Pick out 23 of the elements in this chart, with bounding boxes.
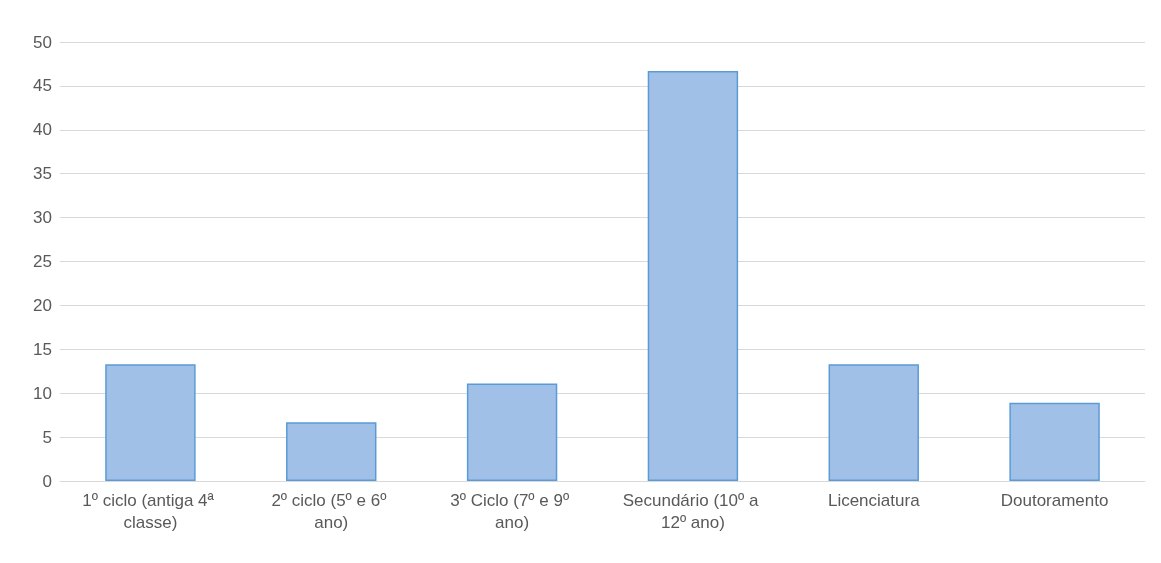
y-tick-label: 0 [42, 471, 52, 491]
x-tick-label: Doutoramento [1000, 490, 1109, 510]
y-tick-label: 50 [33, 32, 52, 52]
y-tick-label: 20 [33, 295, 52, 315]
y-tick-label: 40 [33, 120, 52, 140]
x-tick-label: Licenciatura [827, 490, 921, 510]
y-tick-label: 15 [33, 339, 52, 359]
bar [647, 70, 739, 481]
x-tick-label: 1º ciclo (antiga 4ª classe) [82, 490, 219, 532]
bar [105, 364, 196, 481]
bar [1009, 402, 1100, 481]
x-tick-label: Secundário (10º a 12º ano) [622, 490, 764, 532]
bar [286, 422, 377, 481]
bar [466, 383, 558, 481]
y-tick-label: 30 [33, 208, 52, 228]
x-tick-label: 3º Ciclo (7º e 9º ano) [450, 490, 574, 532]
y-tick-label: 5 [42, 427, 52, 447]
x-tick-label: 2º ciclo (5º e 6º ano) [271, 490, 392, 532]
bar [828, 364, 919, 481]
y-tick-label: 45 [33, 76, 52, 96]
y-tick-label: 10 [33, 383, 52, 403]
y-tick-label: 35 [33, 164, 52, 184]
y-tick-label: 25 [33, 252, 52, 271]
